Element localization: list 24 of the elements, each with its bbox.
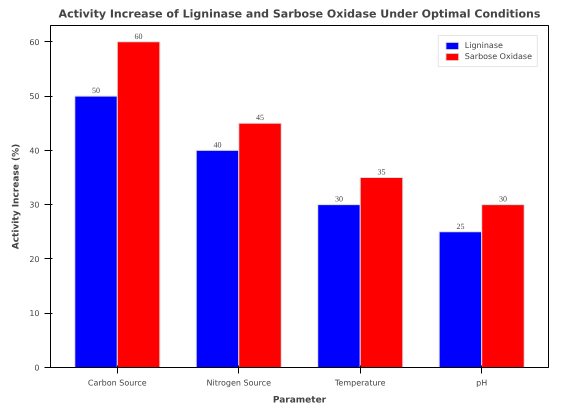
y-tick-label: 60	[29, 38, 40, 47]
y-tick-label: 10	[29, 309, 40, 318]
data-label: 30	[498, 194, 507, 204]
y-axis-title: Activity Increase (%)	[11, 144, 22, 250]
x-axis-title: Parameter	[272, 396, 327, 406]
data-label: 60	[134, 32, 143, 41]
data-label: 25	[456, 222, 464, 231]
legend-label: Ligninase	[464, 41, 503, 50]
data-label: 40	[214, 140, 222, 150]
chart-title: Activity Increase of Ligninase and Sarbose Oxidase Under Optimal Conditions	[58, 8, 541, 20]
data-label: 35	[377, 168, 386, 176]
y-tick-label: 50	[29, 92, 40, 102]
y-tick-label: 40	[29, 146, 40, 156]
data-label: 30	[334, 194, 343, 204]
x-tick-label: pH	[476, 378, 488, 388]
data-label: 45	[256, 113, 264, 122]
legend-label: Sarbose Oxidase	[464, 52, 532, 61]
x-tick-label: Carbon Source	[88, 378, 147, 388]
x-tick-label: Nitrogen Source	[206, 378, 272, 388]
x-tick-label: Temperature	[334, 378, 386, 388]
y-tick-label: 30	[29, 200, 40, 210]
y-tick-label: 0	[34, 364, 40, 372]
data-label: 50	[92, 86, 100, 96]
y-tick-label: 20	[29, 254, 40, 264]
